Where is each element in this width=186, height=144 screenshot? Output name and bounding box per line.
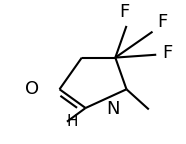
Text: F: F (158, 13, 168, 31)
Text: N: N (107, 100, 120, 118)
Text: F: F (119, 3, 130, 21)
Text: H: H (67, 114, 78, 129)
Text: F: F (162, 44, 173, 62)
Text: O: O (25, 80, 40, 98)
